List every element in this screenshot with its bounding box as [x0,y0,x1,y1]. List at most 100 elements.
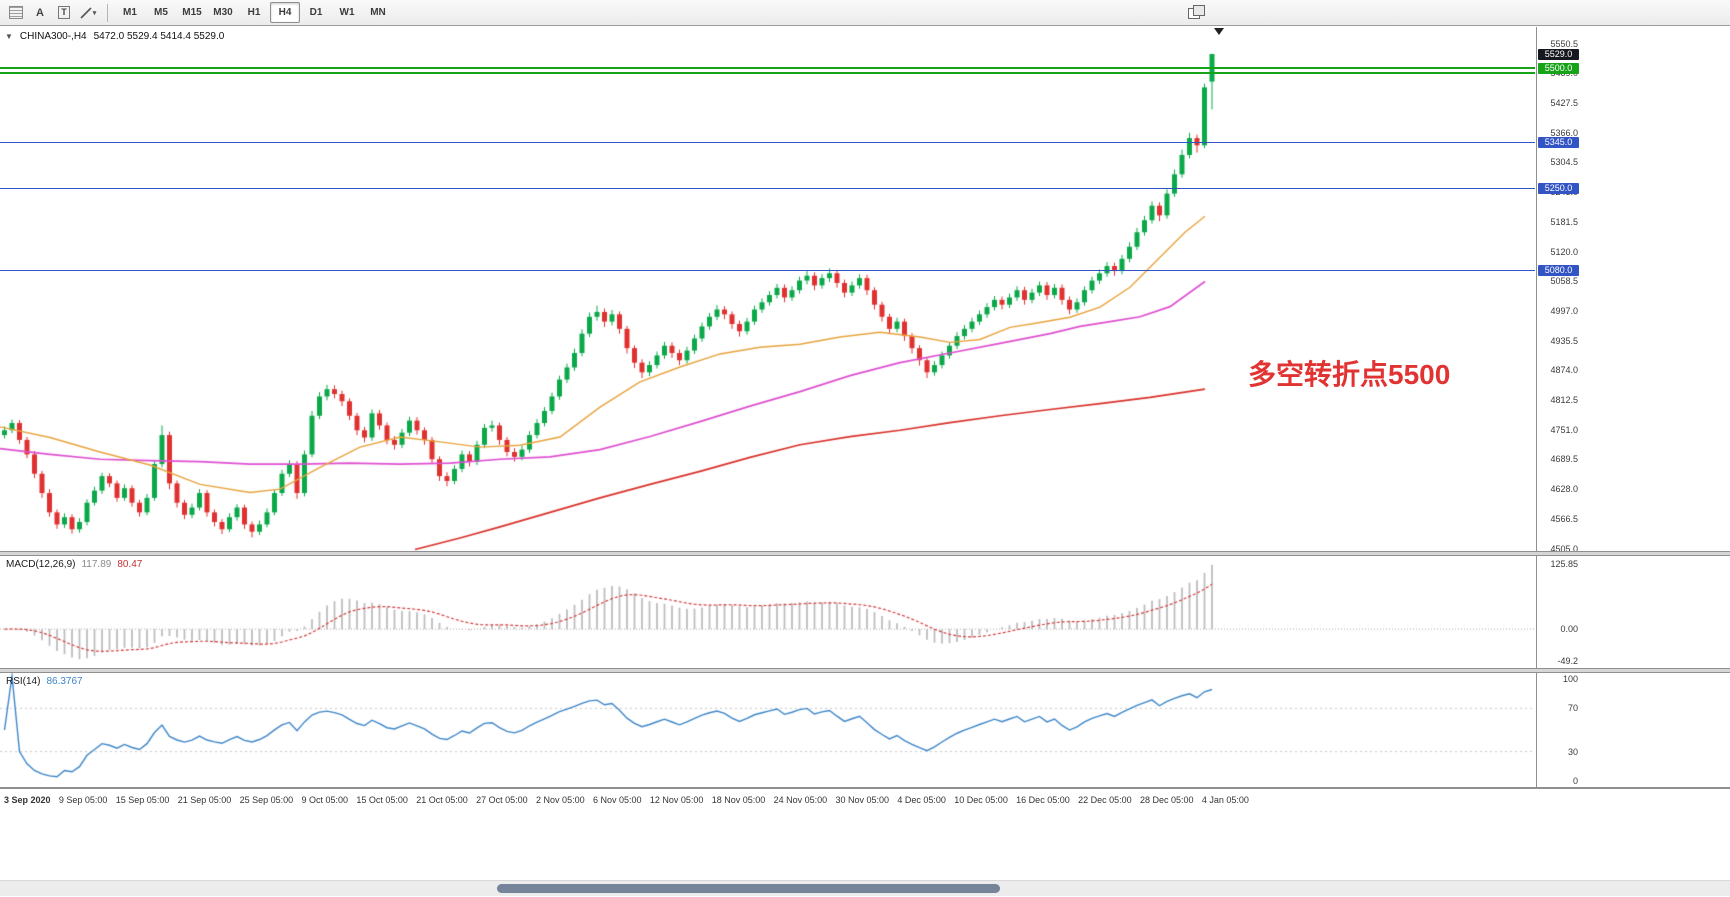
line-studies-button[interactable]: ▾ [76,2,100,24]
price-scale-label: 5120.0 [1550,246,1578,257]
timeframe-button-w1[interactable]: W1 [339,7,355,18]
scrollbar-thumb[interactable] [497,884,1000,893]
window-rect-front [1193,5,1205,16]
price-scale-label: 4874.0 [1550,365,1578,376]
axis-separator [0,787,1730,789]
time-axis-label: 30 Nov 05:00 [835,795,890,805]
rsi-scale-label: 100 [1562,674,1578,684]
price-tag-5500.0: 5500.0 [1538,62,1579,74]
timeframe-button-m5[interactable]: M5 [154,7,168,18]
macd-scale-label: 0.00 [1560,624,1578,635]
time-axis-label: 16 Dec 05:00 [1016,795,1070,805]
macd-scale: 125.85 0.00 -49.2 [1536,556,1583,668]
price-scale-label: 4689.5 [1550,454,1578,465]
time-axis-label: 9 Oct 05:00 [301,795,349,805]
price-scale-label: 4935.5 [1550,335,1578,346]
chart-symbol-title: CHINA300-,H4 [19,31,87,42]
app-toolbar: A T ▾ M1 M5 M15 M30 H1 H4 D1 W1 MN [0,0,1730,26]
time-axis-label: 28 Dec 05:00 [1139,795,1194,805]
price-scale-label: 4751.0 [1550,424,1578,435]
panel-separator[interactable] [0,668,1730,673]
rsi-canvas[interactable] [0,673,1535,787]
window-footer [0,812,1730,897]
price-scale: 5550.55489.05427.55366.05304.55243.05181… [1536,27,1583,554]
time-axis-label: 4 Dec 05:00 [897,795,946,805]
trendline-icon [80,6,92,19]
price-scale-label: 5366.0 [1550,127,1578,138]
time-axis-label: 3 Sep 2020 [4,795,51,805]
time-axis-label: 2 Nov 05:00 [536,795,585,805]
time-axis-label: 9 Sep 05:00 [58,795,108,805]
price-scale-label: 5058.5 [1550,276,1578,287]
price-scale-label: 4566.5 [1550,513,1578,524]
timeframe-button-mn[interactable]: MN [370,7,386,18]
time-axis-label: 6 Nov 05:00 [592,795,642,805]
chart-ohlc-values: 5472.0 5529.4 5414.4 5529.0 [93,31,225,42]
price-chart-canvas[interactable] [0,27,1535,551]
time-axis-label: 24 Nov 05:00 [773,795,828,805]
macd-scale-label: 125.85 [1550,559,1578,569]
time-axis-label: 4 Jan 05:00 [1201,795,1249,805]
timeframe-button-d1[interactable]: D1 [309,7,323,18]
time-axis-label: 12 Nov 05:00 [649,795,704,805]
rsi-name: RSI(14) [6,676,41,687]
macd-signal-value: 80.47 [117,559,143,570]
price-scale-label: 4997.0 [1550,305,1578,316]
macd-name: MACD(12,26,9) [6,559,76,570]
rsi-scale-label: 0 [1572,776,1578,786]
text-tool-button[interactable]: A [28,2,52,24]
price-chart-panel: ▼ CHINA300-,H4 5472.0 5529.4 5414.4 5529… [0,27,1535,551]
time-axis-label: 15 Sep 05:00 [115,795,170,805]
price-scale-label: 4505.0 [1550,543,1578,554]
chevron-down-icon: ▾ [92,9,97,17]
label-tool-button[interactable]: T [52,2,76,24]
time-axis-row: 3 Sep 2020 9 Sep 05:00 15 Sep 05:00 21 Sep … [0,789,1249,805]
time-axis-label: 21 Oct 05:00 [416,795,468,805]
time-axis[interactable]: 3 Sep 2020 9 Sep 05:00 15 Sep 05:00 21 Sep … [0,789,1730,812]
rsi-scale: 100 70 30 0 [1536,673,1583,787]
price-scale-label: 5304.5 [1550,157,1578,168]
level-line-5345[interactable] [0,142,1535,144]
time-axis-label: 10 Dec 05:00 [954,795,1008,805]
price-tag-5080.0: 5080.0 [1538,265,1579,277]
price-tag-5529.0: 5529.0 [1538,48,1579,60]
timeframe-button-m30[interactable]: M30 [213,7,233,18]
horizontal-scrollbar[interactable] [0,880,1730,896]
level-line-5490[interactable] [0,71,1535,74]
time-axis-label: 21 Sep 05:00 [177,795,232,805]
timeframe-button-h1[interactable]: H1 [247,7,261,18]
macd-canvas[interactable] [0,556,1535,668]
timeframe-button-m1[interactable]: M1 [123,7,137,18]
level-line-5500[interactable] [0,67,1535,70]
price-tag-5345.0: 5345.0 [1538,137,1579,149]
chart-grid-button[interactable] [4,2,28,24]
chart-header: ▼ CHINA300-,H4 5472.0 5529.4 5414.4 5529… [5,31,224,42]
collapse-chart-icon[interactable]: ▼ [5,32,13,41]
toolbar-separator [107,3,108,22]
time-axis-label: 18 Nov 05:00 [711,795,766,805]
price-scale-label: 4812.5 [1550,395,1578,406]
price-scale-label: 5181.5 [1550,216,1578,227]
timeframe-button-m15[interactable]: M15 [182,7,202,18]
chart-text-annotation[interactable]: 多空转折点5500 [1248,359,1451,390]
rsi-label: RSI(14) 86.3767 [6,676,83,687]
current-bar-marker [1214,28,1224,35]
rsi-scale-label: 70 [1567,703,1578,714]
level-line-5250[interactable] [0,188,1535,190]
price-tag-5250.0: 5250.0 [1538,183,1579,195]
label-tool-icon: T [58,6,70,19]
price-scale-label: 5550.5 [1550,38,1578,49]
chart-window-icon[interactable] [1188,5,1205,19]
level-line-5080[interactable] [0,270,1535,272]
price-scale-label: 5427.5 [1550,98,1578,109]
chart-grid-icon [9,6,23,19]
rsi-scale-label: 30 [1567,746,1578,757]
macd-scale-label: -49.2 [1557,656,1578,666]
macd-label: MACD(12,26,9) 117.89 80.47 [6,559,142,570]
time-axis-label: 27 Oct 05:00 [476,795,528,805]
time-axis-label: 25 Sep 05:00 [239,795,294,805]
time-axis-label: 22 Dec 05:00 [1078,795,1132,805]
timeframe-group: M1 M5 M15 M30 H1 H4 D1 W1 MN [115,2,393,23]
panel-separator[interactable] [0,551,1730,556]
timeframe-button-h4[interactable]: H4 [270,2,300,23]
